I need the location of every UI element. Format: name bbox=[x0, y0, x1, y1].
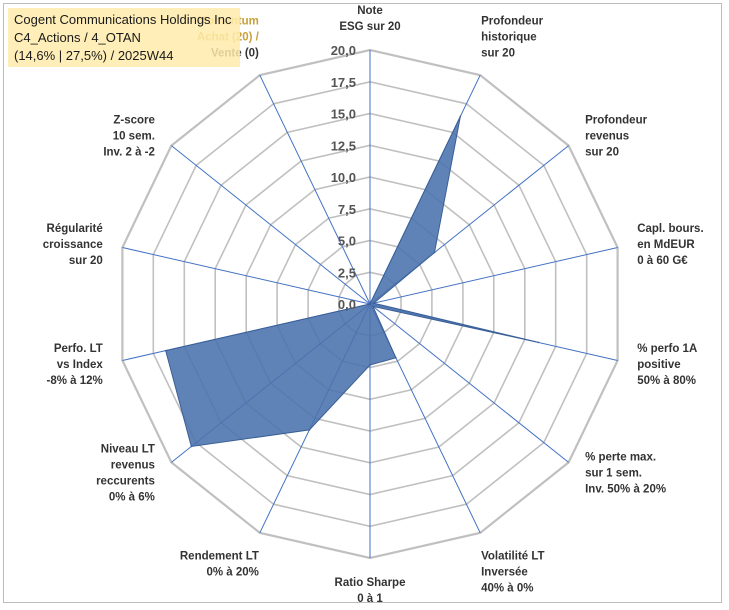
axis-spoke-13 bbox=[171, 145, 371, 305]
axis-label-13: Z-score 10 sem. Inv. 2 à -2 bbox=[103, 115, 155, 159]
tick-label-2: 2,5 bbox=[338, 265, 356, 280]
axis-label-line: 0% à 20% bbox=[206, 566, 258, 578]
data-point-14 bbox=[369, 303, 371, 305]
tick-label-7: 15,0 bbox=[331, 107, 356, 122]
axis-label-line: sur 1 sem. bbox=[585, 467, 642, 479]
axis-label-line: Inv. 50% à 20% bbox=[585, 483, 666, 495]
axis-label-line: Perfo. LT bbox=[54, 343, 103, 355]
axis-label-line: Z-score bbox=[113, 115, 155, 127]
axis-label-6: % perte max. sur 1 sem. Inv. 50% à 20% bbox=[585, 451, 666, 495]
axis-label-line: Niveau LT bbox=[101, 443, 155, 455]
axis-label-line: Ratio Sharpe bbox=[335, 577, 406, 589]
axis-label-line: 10 sem. bbox=[113, 131, 155, 143]
axis-label-5: % perfo 1A positive 50% à 80% bbox=[637, 343, 697, 387]
chart-title-stats: (14,6% | 27,5%) / 2025W44 bbox=[14, 48, 174, 63]
data-point-4 bbox=[372, 302, 375, 305]
data-point-6 bbox=[372, 305, 374, 308]
axis-label-11: Perfo. LT vs Index -8% à 12% bbox=[47, 343, 104, 387]
axis-label-4: Capl. bours. en MdEUR 0 à 60 G€ bbox=[637, 223, 703, 267]
axis-label-line: sur 20 bbox=[585, 147, 619, 159]
series-layer bbox=[164, 115, 540, 448]
axis-label-line: -8% à 12% bbox=[47, 375, 103, 387]
axis-label-line: 0% à 6% bbox=[109, 491, 155, 503]
axis-label-line: sur 20 bbox=[69, 255, 103, 267]
chart-frame: 0,0 2,5 5,0 7,5 10,0 12,5 15,0 17,5 20,0 Note ESG… bbox=[3, 3, 722, 604]
axis-label-line: % perfo 1A bbox=[637, 343, 697, 355]
series-area bbox=[165, 116, 539, 448]
axis-label-line: 50% à 80% bbox=[637, 375, 696, 387]
data-point-3 bbox=[433, 251, 436, 254]
tick-label-9: 20,0 bbox=[331, 43, 356, 58]
axis-label-line: 0 à 60 G€ bbox=[637, 255, 688, 267]
axis-label-line: revenus bbox=[111, 459, 155, 471]
axis-label-line: 0 à 1 bbox=[357, 593, 383, 604]
axis-label-line: ESG sur 20 bbox=[339, 21, 400, 33]
chart-title-company: Cogent Communications Holdings Inc bbox=[14, 12, 232, 27]
data-point-8 bbox=[369, 364, 371, 366]
axis-label-line: revenus bbox=[585, 131, 629, 143]
axis-label-line: Profondeur bbox=[585, 115, 647, 127]
axis-spoke-14 bbox=[259, 74, 371, 305]
axis-label-line: Régularité bbox=[47, 223, 103, 235]
axis-label-line: 40% à 0% bbox=[481, 582, 533, 594]
axis-label-line: Volatilité LT bbox=[481, 550, 544, 562]
axis-label-7: Volatilité LT Inversée 40% à 0% bbox=[481, 550, 544, 594]
axis-label-line: Inversée bbox=[481, 566, 528, 578]
axis-label-line: Inv. 2 à -2 bbox=[103, 147, 155, 159]
data-point-10 bbox=[190, 445, 193, 448]
tick-layer: 0,0 2,5 5,0 7,5 10,0 12,5 15,0 17,5 20,0 bbox=[331, 43, 356, 312]
data-point-9 bbox=[308, 429, 311, 431]
data-point-7 bbox=[395, 357, 397, 359]
radar-chart: 0,0 2,5 5,0 7,5 10,0 12,5 15,0 17,5 20,0 Note ESG… bbox=[43, 5, 704, 604]
axis-label-1: Note ESG sur 20 bbox=[339, 5, 400, 33]
axis-label-line: Profondeur bbox=[481, 16, 543, 28]
axis-label-9: Rendement LT 0% à 20% bbox=[180, 550, 259, 578]
chart-title-box: Cogent Communications Holdings Inc C4_Ac… bbox=[8, 8, 240, 67]
tick-label-4: 7,5 bbox=[338, 202, 356, 217]
axis-spoke-4 bbox=[369, 247, 618, 305]
axis-label-line: croissance bbox=[43, 239, 103, 251]
axis-label-line: Rendement LT bbox=[180, 550, 259, 562]
axis-label-2: Profondeur historique sur 20 bbox=[481, 16, 543, 60]
axis-label-8: Ratio Sharpe 0 à 1 bbox=[335, 577, 406, 604]
axis-label-line: % perte max. bbox=[585, 451, 656, 463]
chart-title-category: C4_Actions / 4_OTAN bbox=[14, 30, 141, 45]
axis-label-line: Capl. bours. bbox=[637, 223, 703, 235]
tick-label-1: 0,0 bbox=[338, 297, 356, 312]
axis-label-12: Régularité croissance sur 20 bbox=[43, 223, 103, 267]
axis-label-line: historique bbox=[481, 32, 537, 44]
tick-label-5: 10,0 bbox=[331, 170, 356, 185]
data-point-11 bbox=[164, 349, 167, 352]
axis-label-line: vs Index bbox=[57, 359, 104, 371]
axis-label-line: en MdEUR bbox=[637, 239, 695, 251]
axis-spoke-12 bbox=[122, 247, 371, 305]
axis-label-3: Profondeur revenus sur 20 bbox=[585, 115, 647, 159]
data-point-2 bbox=[459, 115, 462, 118]
tick-label-6: 12,5 bbox=[331, 138, 356, 153]
axis-label-10: Niveau LT revenus reccurents 0% à 6% bbox=[96, 443, 155, 503]
axis-label-line: reccurents bbox=[96, 475, 155, 487]
tick-label-3: 5,0 bbox=[338, 234, 356, 249]
axis-label-line: sur 20 bbox=[481, 48, 515, 60]
tick-label-8: 17,5 bbox=[331, 75, 356, 90]
axis-label-line: Note bbox=[357, 5, 383, 17]
data-point-5 bbox=[537, 341, 540, 344]
axis-spoke-6 bbox=[369, 303, 569, 463]
axis-label-line: positive bbox=[637, 359, 680, 371]
